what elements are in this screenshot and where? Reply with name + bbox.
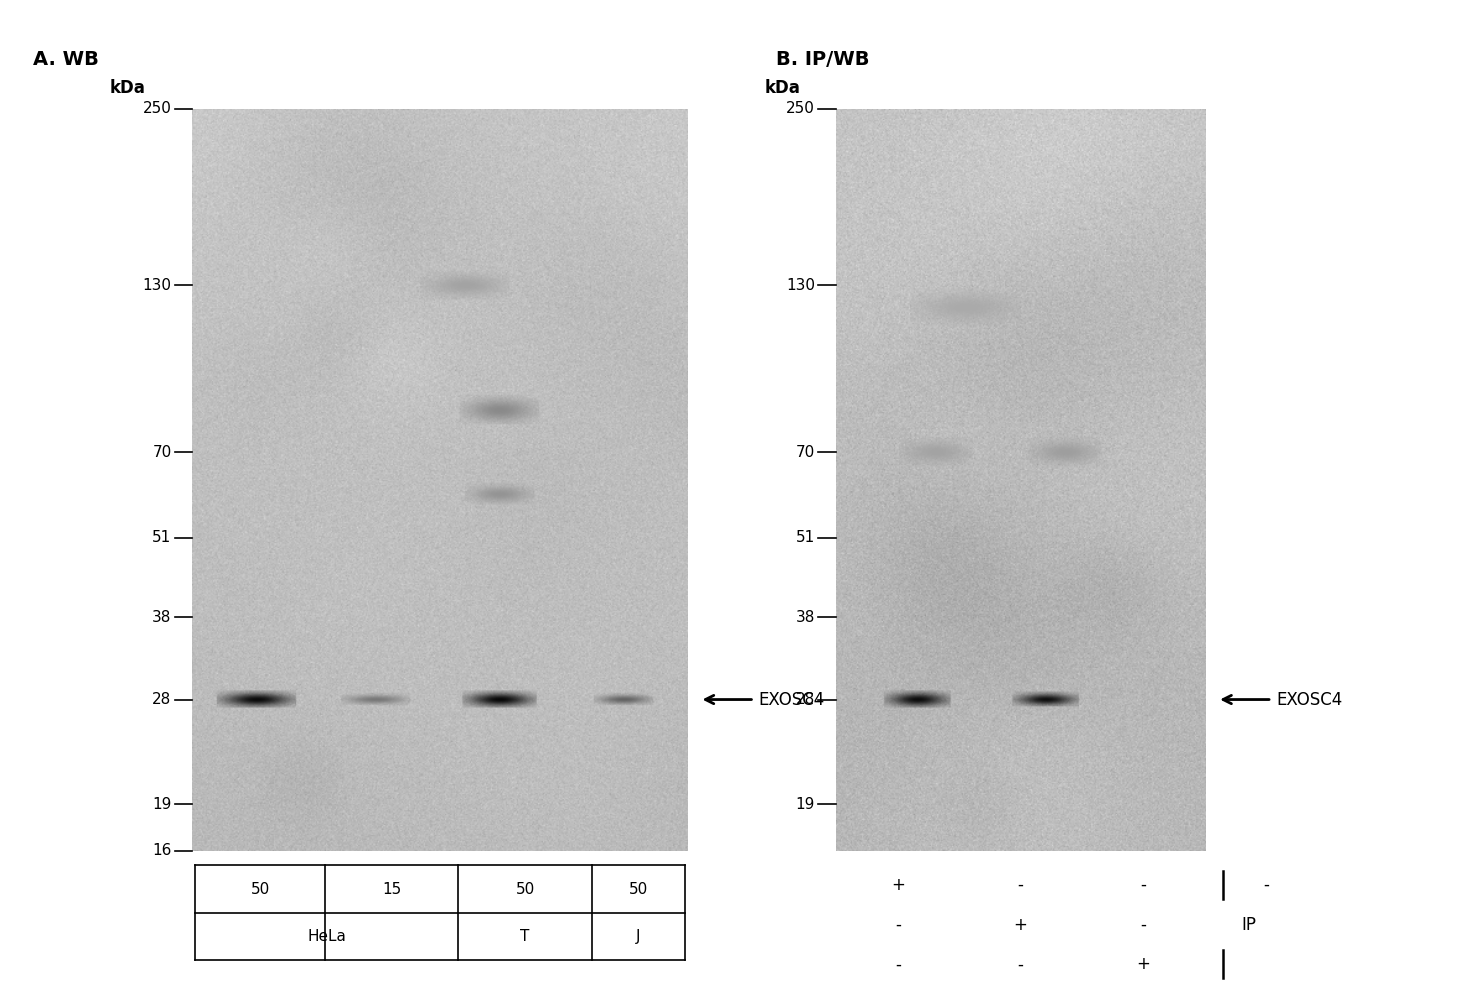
Text: 51: 51 — [796, 530, 815, 545]
Text: 250: 250 — [785, 101, 815, 117]
Text: -: - — [1018, 876, 1023, 894]
Text: 70: 70 — [152, 445, 172, 460]
Text: 130: 130 — [785, 278, 815, 293]
Text: +: + — [1013, 916, 1028, 934]
Text: 28: 28 — [152, 692, 172, 707]
Text: A. WB: A. WB — [33, 50, 99, 69]
Text: -: - — [895, 916, 901, 934]
Text: +: + — [890, 876, 905, 894]
Text: kDa: kDa — [109, 79, 145, 97]
Text: -: - — [895, 955, 901, 973]
Text: -: - — [1263, 876, 1269, 894]
Text: +: + — [1136, 955, 1151, 973]
Text: 51: 51 — [152, 530, 172, 545]
Text: EXOSC4: EXOSC4 — [759, 690, 825, 708]
Text: 15: 15 — [382, 881, 402, 897]
Text: 50: 50 — [629, 881, 648, 897]
Text: B. IP/WB: B. IP/WB — [776, 50, 870, 69]
Text: -: - — [1140, 876, 1146, 894]
Text: 38: 38 — [152, 609, 172, 625]
Text: 38: 38 — [796, 609, 815, 625]
Text: HeLa: HeLa — [308, 929, 346, 944]
Text: 28: 28 — [796, 692, 815, 707]
Text: 19: 19 — [152, 797, 172, 812]
Text: EXOSC4: EXOSC4 — [1276, 690, 1343, 708]
Text: J: J — [636, 929, 640, 944]
Text: IP: IP — [1241, 916, 1256, 934]
Text: kDa: kDa — [765, 79, 800, 97]
Text: -: - — [1018, 955, 1023, 973]
Text: 50: 50 — [515, 881, 535, 897]
Text: 50: 50 — [250, 881, 271, 897]
Text: 19: 19 — [796, 797, 815, 812]
Text: 70: 70 — [796, 445, 815, 460]
Text: 16: 16 — [152, 843, 172, 858]
Text: 130: 130 — [142, 278, 172, 293]
Text: T: T — [521, 929, 529, 944]
Text: -: - — [1140, 916, 1146, 934]
Text: 250: 250 — [142, 101, 172, 117]
